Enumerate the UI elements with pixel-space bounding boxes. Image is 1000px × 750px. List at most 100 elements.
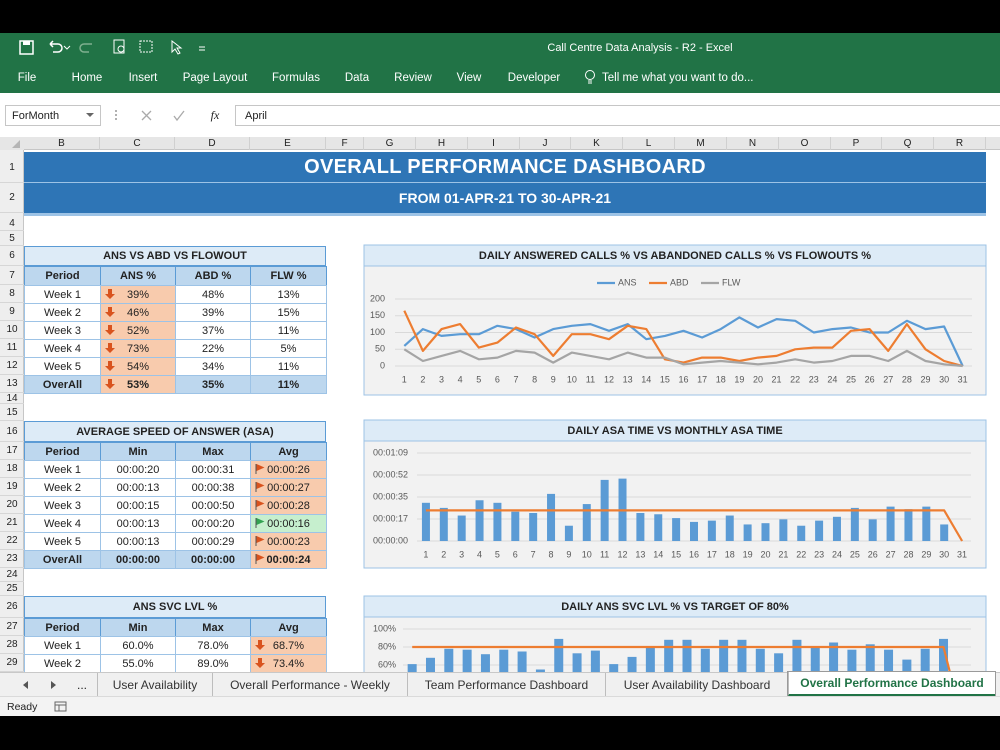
column-header[interactable]: F xyxy=(326,137,364,150)
sheet-tab-active[interactable]: Overall Performance Dashboard xyxy=(788,672,995,696)
row-header[interactable]: 9 xyxy=(0,303,24,321)
menu-item[interactable]: File xyxy=(17,72,37,84)
row-header[interactable]: 17 xyxy=(0,442,24,460)
column-header[interactable]: Q xyxy=(882,137,934,150)
x-tick-label: 26 xyxy=(865,374,875,384)
scroll-right[interactable] xyxy=(51,681,56,689)
menu-item[interactable]: View xyxy=(456,72,482,84)
select-icon[interactable] xyxy=(139,40,153,53)
x-tick-label: 4 xyxy=(477,549,482,559)
row-header[interactable]: 15 xyxy=(0,404,24,421)
undo-dropdown[interactable] xyxy=(63,45,71,50)
row-header[interactable]: 18 xyxy=(0,460,24,478)
row-header[interactable]: 24 xyxy=(0,568,24,582)
row-header[interactable]: 4 xyxy=(0,216,24,231)
row-header[interactable]: 2 xyxy=(0,183,24,213)
y-tick-label: 150 xyxy=(370,310,385,320)
row-header[interactable]: 27 xyxy=(0,618,24,636)
menu-item[interactable]: Insert xyxy=(128,72,158,84)
chart-title-band xyxy=(363,419,987,442)
column-header[interactable]: O xyxy=(779,137,831,150)
column-header[interactable]: D xyxy=(175,137,250,150)
row-header[interactable]: 5 xyxy=(0,231,24,246)
row-header[interactable]: 1 xyxy=(0,152,24,183)
tab-scroll-buttons xyxy=(23,681,56,689)
tell-me-box[interactable]: Tell me what you want to do... xyxy=(602,72,754,84)
menu-item[interactable]: Page Layout xyxy=(182,72,248,84)
x-tick-label: 7 xyxy=(513,374,518,384)
table-cell: 11% xyxy=(250,375,327,394)
macro-record-icon[interactable] xyxy=(54,701,68,713)
row-header[interactable]: 20 xyxy=(0,496,24,514)
row-header[interactable]: 6 xyxy=(0,246,24,266)
row-header[interactable]: 29 xyxy=(0,654,24,672)
sheet-tab[interactable]: Team Performance Dashboard xyxy=(407,673,605,696)
x-tick-label: 24 xyxy=(827,374,837,384)
flag-cloth xyxy=(256,518,265,525)
menu-item[interactable]: Developer xyxy=(507,72,561,84)
row-header[interactable]: 12 xyxy=(0,357,24,375)
scroll-left[interactable] xyxy=(23,681,28,689)
x-tick-label: 31 xyxy=(957,549,967,559)
x-tick-label: 16 xyxy=(689,549,699,559)
column-header[interactable]: B xyxy=(24,137,100,150)
formula-input[interactable]: April xyxy=(235,105,1000,126)
column-header[interactable]: R xyxy=(934,137,986,150)
pointer-icon[interactable] xyxy=(171,39,183,55)
column-header[interactable]: H xyxy=(416,137,468,150)
row-header[interactable]: 8 xyxy=(0,285,24,303)
row-header[interactable]: 13 xyxy=(0,375,24,393)
table-cell: Week 4 xyxy=(24,339,101,358)
insert-function[interactable]: fx xyxy=(210,108,220,122)
menu-item[interactable]: Home xyxy=(71,72,103,84)
column-header[interactable]: K xyxy=(571,137,623,150)
column-header[interactable]: J xyxy=(520,137,571,150)
column-header[interactable]: E xyxy=(250,137,326,150)
row-header[interactable]: 26 xyxy=(0,596,24,618)
cancel-icon[interactable] xyxy=(141,110,152,121)
menu-item[interactable]: Formulas xyxy=(272,72,320,84)
menu-item[interactable]: Data xyxy=(344,72,370,84)
enter-icon[interactable] xyxy=(173,110,185,122)
row-header[interactable]: 28 xyxy=(0,636,24,654)
sheet-tab[interactable]: User Availability Dashboard xyxy=(605,673,788,696)
row-header[interactable]: 7 xyxy=(0,266,24,285)
table-cell: 39% xyxy=(175,303,251,322)
column-header[interactable]: I xyxy=(468,137,520,150)
select-all[interactable] xyxy=(0,137,24,150)
row-header[interactable]: 19 xyxy=(0,478,24,496)
sheet-tab[interactable]: User Availability xyxy=(97,673,212,696)
column-header[interactable]: P xyxy=(831,137,882,150)
row-header[interactable]: 22 xyxy=(0,532,24,550)
flag-cloth xyxy=(256,482,265,489)
row-header[interactable]: 11 xyxy=(0,339,24,357)
name-box[interactable]: ForMonth xyxy=(5,105,101,126)
column-header[interactable]: C xyxy=(100,137,175,150)
tab-more[interactable]: ... xyxy=(76,677,87,692)
legend-label: ANS xyxy=(618,277,637,287)
sheet-tab[interactable]: Overall Performance - Weekly xyxy=(212,673,407,696)
redo-icon[interactable] xyxy=(79,43,92,53)
column-header[interactable]: G xyxy=(364,137,416,150)
row-header[interactable]: 16 xyxy=(0,421,24,442)
down-arrow-icon xyxy=(105,289,115,299)
bar xyxy=(902,659,912,672)
bar xyxy=(737,639,747,672)
undo-icon[interactable] xyxy=(49,40,63,53)
x-tick-label: 4 xyxy=(458,374,463,384)
column-header[interactable]: N xyxy=(727,137,779,150)
row-header[interactable]: 21 xyxy=(0,514,24,532)
customize-icon[interactable] xyxy=(199,46,205,51)
column-header[interactable]: M xyxy=(675,137,727,150)
row-header[interactable]: 25 xyxy=(0,582,24,596)
bar xyxy=(439,507,448,541)
row-header[interactable]: 14 xyxy=(0,393,24,404)
column-header[interactable]: L xyxy=(623,137,675,150)
row-header[interactable]: 23 xyxy=(0,550,24,568)
flag-icon xyxy=(255,482,265,492)
menu-item[interactable]: Review xyxy=(394,72,432,84)
bar xyxy=(682,639,692,672)
name-box-dropdown[interactable] xyxy=(85,111,95,119)
print-preview-icon[interactable] xyxy=(113,39,125,54)
row-header[interactable]: 10 xyxy=(0,321,24,339)
